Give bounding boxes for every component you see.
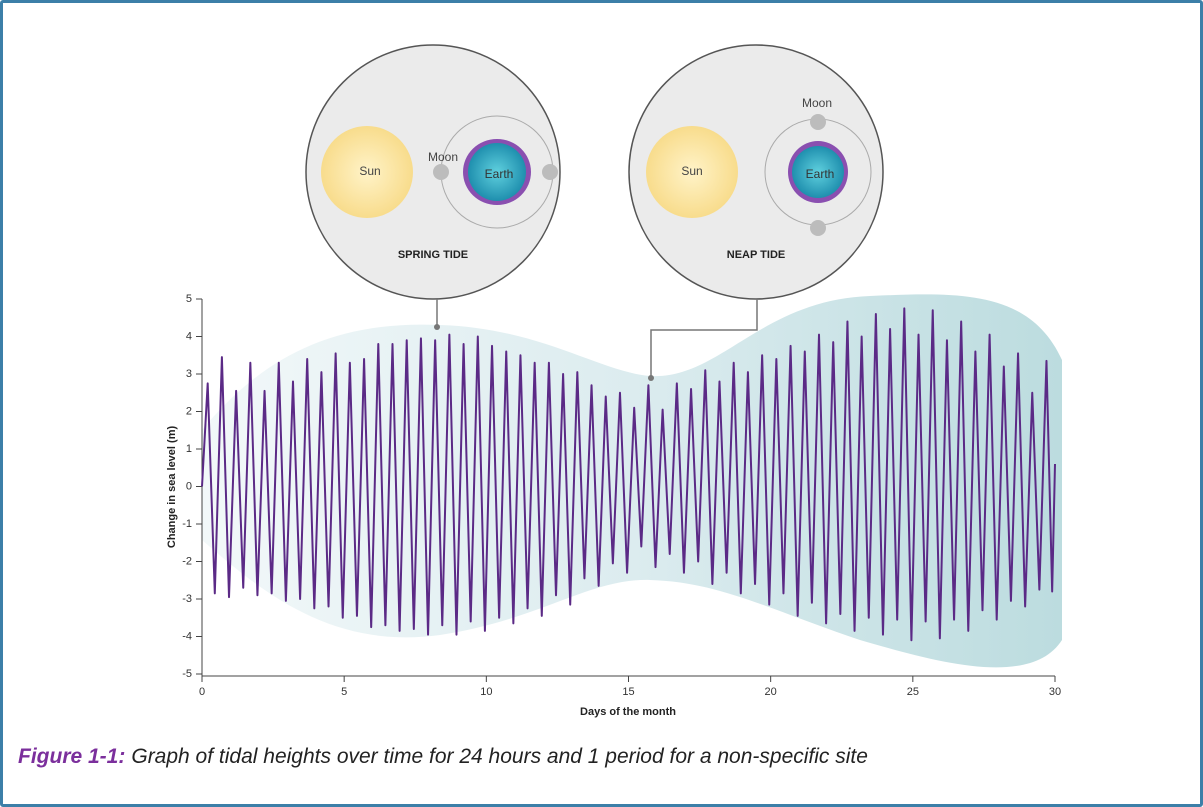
diagram-label: Earth (806, 167, 835, 181)
x-axis-label: Days of the month (580, 706, 676, 718)
y-tick-label: 4 (186, 330, 192, 342)
x-tick-label: 5 (341, 686, 347, 698)
y-tick-label: 0 (186, 480, 192, 492)
annotation: SPRING TIDE (398, 249, 468, 261)
connector-dot (434, 324, 440, 330)
connector-dot (648, 375, 654, 381)
y-tick-label: 1 (186, 443, 192, 455)
y-tick-label: -4 (182, 630, 192, 642)
moon (810, 220, 826, 236)
y-tick-label: -1 (182, 518, 192, 530)
y-axis-label: Change in sea level (m) (166, 426, 178, 549)
x-tick-label: 15 (622, 686, 634, 698)
moon (810, 114, 826, 130)
x-tick-label: 30 (1049, 686, 1061, 698)
diagram-label: Moon (428, 150, 458, 164)
y-tick-label: 5 (186, 293, 192, 305)
diagram-label: Sun (359, 164, 380, 178)
caption-label: Figure 1-1: (18, 745, 125, 768)
caption: Figure 1-1: Graph of tidal heights over t… (18, 745, 868, 768)
y-tick-label: -5 (182, 668, 192, 680)
y-tick-label: 2 (186, 405, 192, 417)
diagram-label: Earth (485, 167, 514, 181)
moon (433, 164, 449, 180)
diagram-label: Moon (802, 96, 832, 110)
diagram-label: Sun (681, 164, 702, 178)
caption-text: Graph of tidal heights over time for 24 … (131, 745, 868, 768)
x-tick-label: 10 (480, 686, 492, 698)
annotation: NEAP TIDE (727, 249, 785, 261)
x-tick-label: 20 (765, 686, 777, 698)
y-tick-label: 3 (186, 368, 192, 380)
chart: Sun Moon Earth SPRING TIDE Sun Moon Eart… (0, 0, 1203, 807)
x-tick-label: 25 (907, 686, 919, 698)
moon (542, 164, 558, 180)
y-tick-label: -3 (182, 593, 192, 605)
x-tick-label: 0 (199, 686, 205, 698)
y-tick-label: -2 (182, 555, 192, 567)
